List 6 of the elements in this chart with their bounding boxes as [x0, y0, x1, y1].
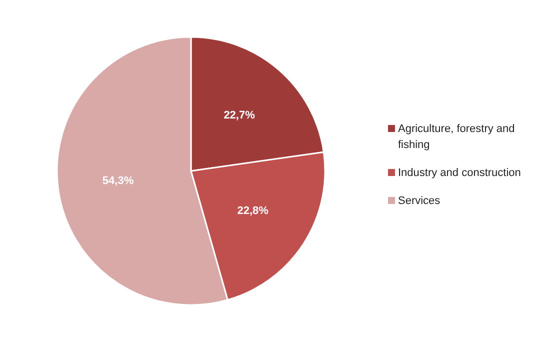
- legend-label: Services: [398, 194, 441, 207]
- data-label: 22,8%: [237, 205, 269, 218]
- legend-label: Industry and construction: [398, 166, 521, 179]
- legend-label: Agriculture, forestry and fishing: [398, 122, 515, 151]
- data-label: 54,3%: [102, 175, 134, 188]
- data-label: 22,7%: [224, 109, 256, 122]
